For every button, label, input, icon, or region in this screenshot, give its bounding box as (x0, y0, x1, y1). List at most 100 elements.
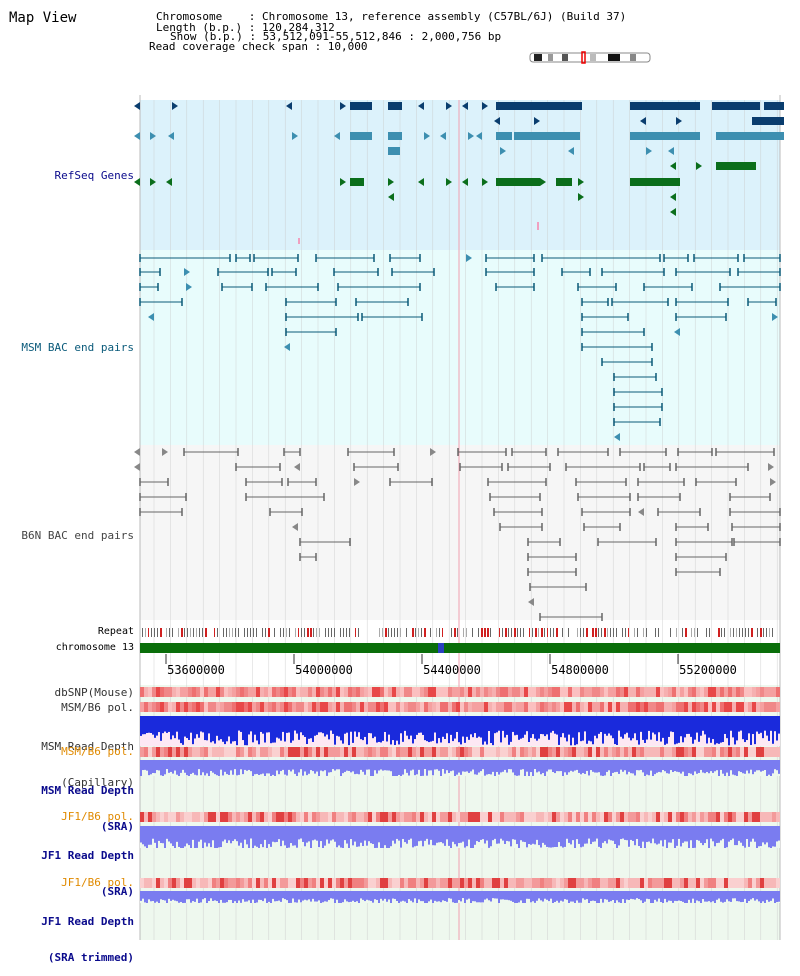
msm-sra-depth (344, 760, 346, 772)
msm-capillary-depth (604, 716, 606, 734)
track-label-b6n-bac[interactable]: B6N BAC end pairs (21, 529, 134, 542)
msm-b6-pol-heat-cell (464, 702, 468, 712)
msm-sra-depth (530, 760, 532, 773)
msm-b6-pol2-heat-cell (584, 747, 588, 757)
jf1-sra-depth (746, 826, 748, 840)
jf1-b6-pol2-heat-cell (700, 878, 704, 888)
dbsnp-heat-cell (720, 687, 724, 697)
msm-b6-pol2-heat-cell (244, 747, 248, 757)
msm-sra-depth (212, 760, 214, 773)
track-label-msm-read-depth-sra[interactable]: MSM Read Depth (SRA) (41, 761, 134, 845)
jf1-sra-depth (206, 826, 208, 847)
chromosome-ideogram[interactable] (529, 51, 651, 64)
msm-sra-depth (486, 760, 488, 775)
jf1-b6-pol2-heat-cell (220, 878, 224, 888)
repeat-element (610, 628, 611, 637)
track-label-msm-read-depth-capillary[interactable]: MSM Read Depth (Capillary) (41, 717, 134, 801)
track-label-msm-bac[interactable]: MSM BAC end pairs (21, 341, 134, 354)
jf1-sra-depth (532, 826, 534, 844)
jf1-trim-depth (754, 891, 756, 901)
dbsnp-heat-cell (144, 687, 148, 697)
track-label-repeat[interactable]: Repeat (97, 626, 134, 637)
msm-sra-depth (728, 760, 730, 776)
msm-capillary-depth (318, 716, 320, 733)
jf1-sra-depth (180, 826, 182, 848)
msm-capillary-depth (600, 716, 602, 733)
msm-sra-depth (334, 760, 336, 771)
msm-b6-pol2-heat-cell (344, 747, 348, 757)
msm-capillary-depth (626, 716, 628, 733)
jf1-trim-depth (402, 891, 404, 901)
msm-sra-depth (496, 760, 498, 772)
repeat-element (145, 628, 146, 637)
track-label-dbsnp[interactable]: dbSNP(Mouse) (54, 686, 134, 699)
msm-sra-depth (464, 760, 466, 772)
dbsnp-heat-cell (516, 687, 520, 697)
dbsnp-heat-cell (380, 687, 384, 697)
jf1-b6-pol2-heat-cell (264, 878, 268, 888)
repeat-element (355, 628, 356, 637)
msm-capillary-depth (384, 716, 386, 732)
jf1-trim-depth (524, 891, 526, 903)
msm-b6-pol2-heat-cell (160, 747, 164, 757)
msm-sra-depth (250, 760, 252, 772)
gene-exon (556, 178, 572, 186)
dbsnp-heat-cell (440, 687, 444, 697)
track-label-msm-b6-pol-2[interactable]: MSM/B6 pol. (61, 745, 134, 758)
track-label-msm-b6-pol-1[interactable]: MSM/B6 pol. (61, 701, 134, 714)
repeat-element (721, 628, 722, 637)
refseq-genes-features[interactable] (134, 102, 784, 244)
msm-sra-depth (218, 760, 220, 776)
jf1-b6-pol2-heat-cell (292, 878, 296, 888)
msm-capillary-depth (454, 716, 456, 739)
msm-b6-pol2-heat-cell (684, 747, 688, 757)
map-view-stage: 53600000 54000000 54400000 54800000 55200000… (9, 10, 784, 964)
jf1-sra-depth (216, 826, 218, 848)
jf1-trim-depth (334, 891, 336, 903)
msm-sra-depth (722, 760, 724, 774)
gene-arrow (172, 102, 178, 110)
track-label-jf1-read-depth-sra[interactable]: JF1 Read Depth (SRA) (41, 826, 134, 910)
msm-sra-depth (318, 760, 320, 776)
jf1-b6-pol2-heat-cell (588, 878, 592, 888)
repeat-element (454, 628, 456, 637)
gene-arrow (418, 178, 424, 186)
track-label-jf1-b6-pol-2[interactable]: JF1/B6 pol. (61, 876, 134, 889)
msm-capillary-depth (498, 716, 500, 731)
msm-sra-depth (460, 760, 462, 775)
msm-b6-pol-heat-cell (732, 702, 736, 712)
chromosome-bar[interactable] (140, 643, 780, 653)
msm-capillary-depth (236, 716, 238, 746)
msm-b6-pol-heat-cell (432, 702, 436, 712)
jf1-sra-depth (386, 826, 388, 848)
gene-arrow (534, 117, 540, 125)
msm-sra-depth (644, 760, 646, 776)
b6n-bac-features[interactable] (134, 448, 781, 621)
jf1-trim-depth (714, 891, 716, 903)
jf1-sra-depth (452, 826, 454, 842)
track-label-refseq[interactable]: RefSeq Genes (54, 169, 134, 182)
jf1-sra-depth (418, 826, 420, 842)
msm-sra-depth (356, 760, 358, 774)
msm-capillary-depth (532, 716, 534, 735)
msm-sra-depth (734, 760, 736, 776)
msm-b6-pol-heat-cell (400, 702, 404, 712)
msm-sra-depth (614, 760, 616, 773)
track-label-jf1-b6-pol-1[interactable]: JF1/B6 pol. (61, 810, 134, 823)
msm-b6-pol2-heat-cell (224, 747, 228, 757)
jf1-b6-pol2-heat-cell (508, 878, 512, 888)
jf1-b6-pol-heat-cell (408, 812, 412, 822)
msm-b6-pol2-heat-cell (396, 747, 400, 757)
msm-sra-depth (394, 760, 396, 776)
track-label-chromosome[interactable]: chromosome 13 (55, 642, 134, 653)
jf1-sra-depth (328, 826, 330, 844)
msm-b6-pol2-heat-cell (772, 747, 776, 757)
jf1-sra-depth (632, 826, 634, 841)
msm-capillary-depth (444, 716, 446, 739)
msm-bac-features[interactable] (139, 254, 781, 441)
jf1-sra-depth (332, 826, 334, 840)
jf1-trim-depth (604, 891, 606, 900)
jf1-trim-depth (366, 891, 368, 900)
track-label-jf1-read-depth-trimmed[interactable]: JF1 Read Depth (SRA trimmed) (41, 892, 134, 976)
msm-b6-pol2-heat-cell (312, 747, 316, 757)
